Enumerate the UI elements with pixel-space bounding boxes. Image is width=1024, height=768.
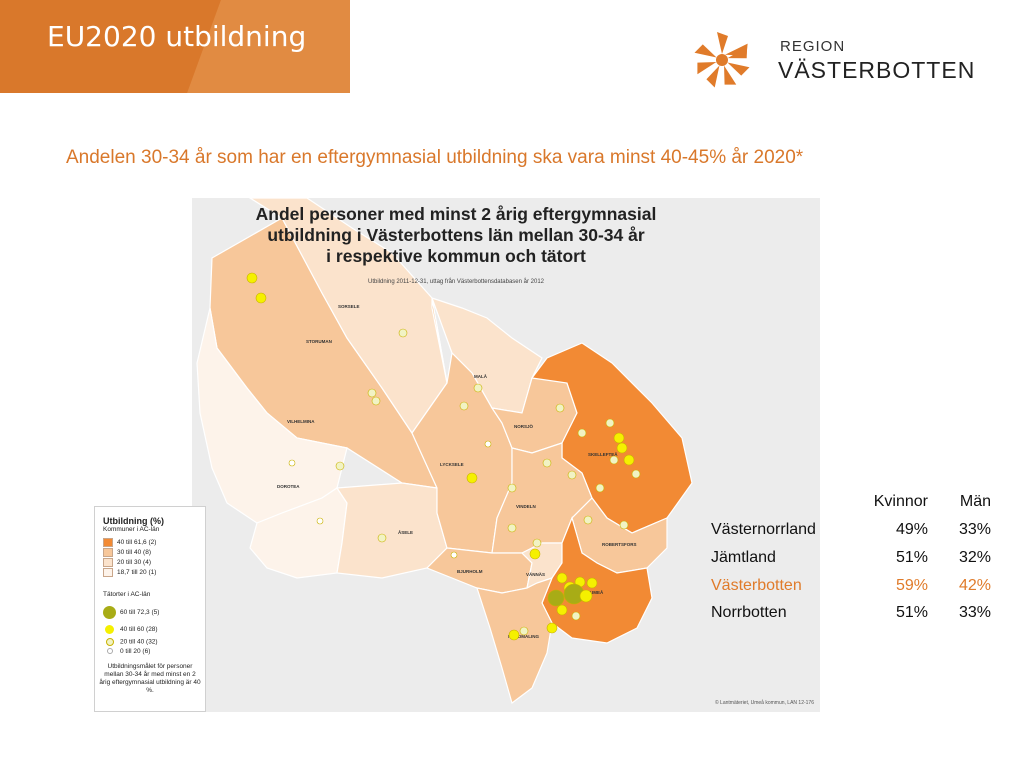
dot-settlement <box>605 418 615 428</box>
dot-settlement <box>450 551 458 559</box>
dot-settlement <box>484 440 492 448</box>
dot-settlement <box>459 401 469 411</box>
label-vilhelmina: VILHELMINA <box>287 419 315 424</box>
dot-settlement <box>335 461 345 471</box>
map-figure: SORSELE STORUMAN MALÅ NORSJÖ SKELLEFTEÅ … <box>92 198 820 712</box>
map-title-line-1: Andel personer med minst 2 årig eftergym… <box>255 204 657 224</box>
dot-settlement <box>255 292 267 304</box>
label-norsjo: NORSJÖ <box>514 423 534 429</box>
map-legend: Utbildning (%) Kommuner i AC-län 40 till… <box>94 506 206 712</box>
county-map: SORSELE STORUMAN MALÅ NORSJÖ SKELLEFTEÅ … <box>196 198 693 705</box>
label-asele: ÅSELE <box>398 529 413 535</box>
legend-sub: Kommuner i AC-län <box>103 526 160 533</box>
dot-settlement <box>556 572 568 584</box>
dot-settlement <box>571 611 581 621</box>
label-mala: MALÅ <box>474 373 488 379</box>
swatch-40 <box>103 538 113 547</box>
legend-point-row: 40 till 60 (28) <box>103 625 158 634</box>
dot-large-icon <box>103 606 116 619</box>
header-kvinnor: Kvinnor <box>873 493 928 510</box>
dot-settlement <box>532 538 542 548</box>
dot-settlement <box>246 272 258 284</box>
dot-settlement <box>616 442 628 454</box>
legend-point-row: 20 till 40 (32) <box>103 638 158 646</box>
dot-settlement <box>547 589 565 607</box>
label-nordmaling: NORDMALING <box>508 634 539 639</box>
dot-settlement <box>619 520 629 530</box>
swatch-18 <box>103 568 113 577</box>
dot-mid-icon <box>105 625 114 634</box>
label-skelleftea: SKELLEFTEÅ <box>588 451 618 457</box>
dot-tiny-icon <box>107 648 113 655</box>
slide-title: EU2020 utbildning <box>47 20 307 53</box>
legend-title: Utbildning (%) <box>103 516 164 526</box>
dot-settlement <box>623 454 635 466</box>
label-umea: UMEÅ <box>590 589 604 595</box>
dot-settlement <box>398 328 408 338</box>
dot-settlement <box>567 470 577 480</box>
legend-class-row: 40 till 61,6 (2) <box>103 538 156 547</box>
dot-settlement <box>556 604 568 616</box>
dot-settlement <box>583 515 593 525</box>
logo-line2: VÄSTERBOTTEN <box>778 57 976 83</box>
header-band <box>0 0 350 93</box>
dot-settlement <box>609 455 619 465</box>
label-robertsfors: ROBERTSFORS <box>602 542 637 547</box>
header-man: Män <box>959 493 991 510</box>
stats-row: Västernorrland 49% 33% <box>711 521 991 538</box>
label-vannas: VÄNNÄS <box>526 571 545 577</box>
map-title-line-2: utbildning i Västerbottens län mellan 30… <box>267 225 645 245</box>
dot-settlement <box>555 403 565 413</box>
legend-points-title: Tätorter i AC-län <box>103 591 151 598</box>
swatch-20 <box>103 558 113 567</box>
label-sorsele: SORSELE <box>338 304 360 309</box>
label-lycksele: LYCKSELE <box>440 462 464 467</box>
dot-settlement <box>631 469 641 479</box>
dot-settlement <box>377 533 387 543</box>
dot-settlement <box>316 517 324 525</box>
legend-point-row: 60 till 72,3 (5) <box>103 606 159 619</box>
dot-settlement <box>288 459 296 467</box>
map-title-line-3: i respektive kommun och tätort <box>326 246 586 266</box>
stats-row-highlight: Västerbotten 59% 42% <box>711 577 991 594</box>
stats-header-row: Kvinnor Män <box>711 493 1001 515</box>
label-storuman: STORUMAN <box>306 339 332 344</box>
label-vindeln: VINDELN <box>516 504 536 509</box>
dot-settlement <box>613 432 625 444</box>
dot-settlement <box>473 383 483 393</box>
map-title: Andel personer med minst 2 årig eftergym… <box>92 204 820 267</box>
stats-row: Norrbotten 51% 33% <box>711 604 991 621</box>
dot-settlement <box>542 458 552 468</box>
dot-settlement <box>371 396 381 406</box>
dot-settlement <box>586 577 598 589</box>
legend-class-row: 30 till 40 (8) <box>103 548 151 557</box>
legend-note: Utbildningsmålet för personer mellan 30-… <box>99 663 201 694</box>
map-source: Utbildning 2011-12-31, uttag från Väster… <box>367 279 544 285</box>
dot-settlement <box>367 388 377 398</box>
sun-logo-icon <box>694 32 750 88</box>
dot-settlement <box>466 472 478 484</box>
dot-settlement <box>595 483 605 493</box>
legend-class-row: 20 till 30 (4) <box>103 558 151 567</box>
dot-settlement <box>507 523 517 533</box>
dot-settlement <box>577 428 587 438</box>
swatch-30 <box>103 548 113 557</box>
dot-small-icon <box>106 638 114 646</box>
slide-subtitle: Andelen 30-34 år som har en eftergymnasi… <box>66 147 804 168</box>
stats-row: Jämtland 51% 32% <box>711 549 991 566</box>
dot-settlement <box>508 629 520 641</box>
dot-settlement <box>519 626 529 636</box>
legend-point-row: 0 till 20 (6) <box>103 648 150 655</box>
map-credit: © Lantmäteriet, Umeå kommun, LAN 12-176 <box>714 700 814 706</box>
legend-class-row: 18,7 till 20 (1) <box>103 568 156 577</box>
dot-settlement <box>507 483 517 493</box>
logo-line1: REGION <box>780 38 846 55</box>
label-dorotea: DOROTEA <box>277 484 300 489</box>
region-nordmaling <box>476 577 554 705</box>
dot-settlement <box>529 548 541 560</box>
region-logo: REGION VÄSTERBOTTEN <box>688 28 978 92</box>
dot-settlement <box>546 622 558 634</box>
label-bjurholm: BJURHOLM <box>457 569 483 574</box>
dot-settlement <box>579 589 593 603</box>
